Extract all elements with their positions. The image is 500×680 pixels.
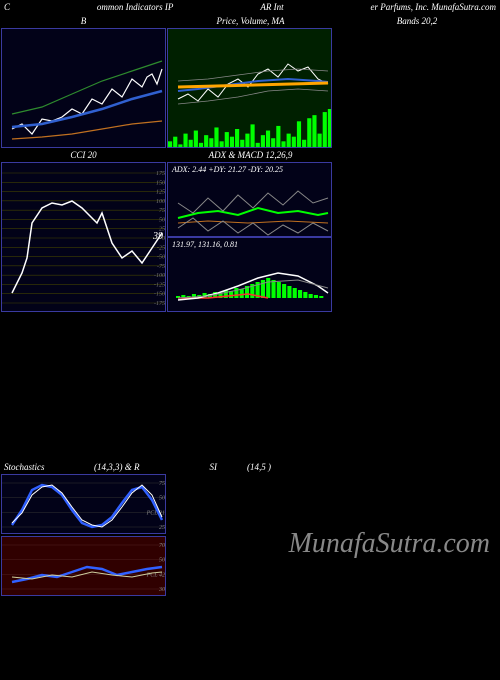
svg-text:50: 50 (159, 558, 165, 564)
svg-text:50: 50 (159, 217, 165, 223)
cci-value-label: 39 (153, 231, 163, 242)
svg-text:-75: -75 (157, 264, 165, 270)
svg-text:30: 30 (158, 587, 165, 593)
svg-text:70: 70 (159, 543, 165, 549)
adx-label: ADX: 2.44 +DY: 21.27 -DY: 20.25 (172, 165, 283, 174)
price-title: Price, Volume, MA (167, 14, 334, 28)
adx-macd-title: ADX & MACD 12,26,9 (167, 148, 334, 162)
macd-chart: 131.97, 131.16, 0.81 (167, 237, 332, 312)
price-volume-chart (167, 28, 332, 148)
svg-text:-175: -175 (154, 301, 165, 307)
row1-titles: B Price, Volume, MA Bands 20,2 (0, 14, 500, 28)
rsi-label: SI (210, 462, 218, 472)
watermark-text: MunafaSutra.com (289, 528, 490, 560)
svg-text:100: 100 (156, 199, 165, 205)
row1-charts (0, 28, 500, 148)
svg-text:75: 75 (159, 481, 165, 487)
svg-text:25: 25 (159, 525, 165, 531)
svg-text:50: 50 (159, 496, 165, 502)
adx-chart: ADX: 2.44 +DY: 21.27 -DY: 20.25 (167, 162, 332, 237)
svg-text:75: 75 (159, 208, 165, 214)
svg-text:175: 175 (156, 171, 165, 177)
header-part: C (4, 2, 10, 12)
svg-text:-50: -50 (157, 255, 165, 261)
header-part: ommon Indicators IP (97, 2, 174, 12)
cci-chart: 39 1751501251007550250-25-50-75-100-125-… (1, 162, 166, 312)
header-part: er Parfums, Inc. MunafaSutra.com (370, 2, 496, 12)
stoch-params: (14,3,3) & R (94, 462, 140, 472)
cci-title: CCI 20 (0, 148, 167, 162)
rsi-chart: 7050PCL 4230 (1, 536, 166, 596)
svg-text:-100: -100 (154, 273, 165, 279)
svg-text:150: 150 (156, 180, 165, 186)
svg-text:-150: -150 (154, 292, 165, 298)
page-header: C ommon Indicators IP AR Int er Parfums,… (0, 0, 500, 14)
row2-titles: CCI 20 ADX & MACD 12,26,9 (0, 148, 500, 162)
stoch-header: Stochastics (14,3,3) & R SI (14,5 ) (0, 462, 500, 472)
svg-text:-25: -25 (157, 245, 165, 251)
svg-text:PCL 21: PCL 21 (146, 510, 165, 516)
bollinger-chart (1, 28, 166, 148)
row2-charts: 39 1751501251007550250-25-50-75-100-125-… (0, 162, 500, 312)
stochastics-chart: 75 50 PCL 21 25 (1, 474, 166, 534)
svg-text:-125: -125 (154, 282, 165, 288)
rsi-params: (14,5 ) (247, 462, 271, 472)
spacer (0, 312, 500, 462)
bands-title: Bands 20,2 (334, 14, 500, 28)
macd-label: 131.97, 131.16, 0.81 (172, 240, 238, 249)
svg-text:125: 125 (156, 190, 165, 196)
header-part: AR Int (260, 2, 283, 12)
stoch-label: Stochastics (4, 462, 64, 472)
bb-title: B (0, 14, 167, 28)
